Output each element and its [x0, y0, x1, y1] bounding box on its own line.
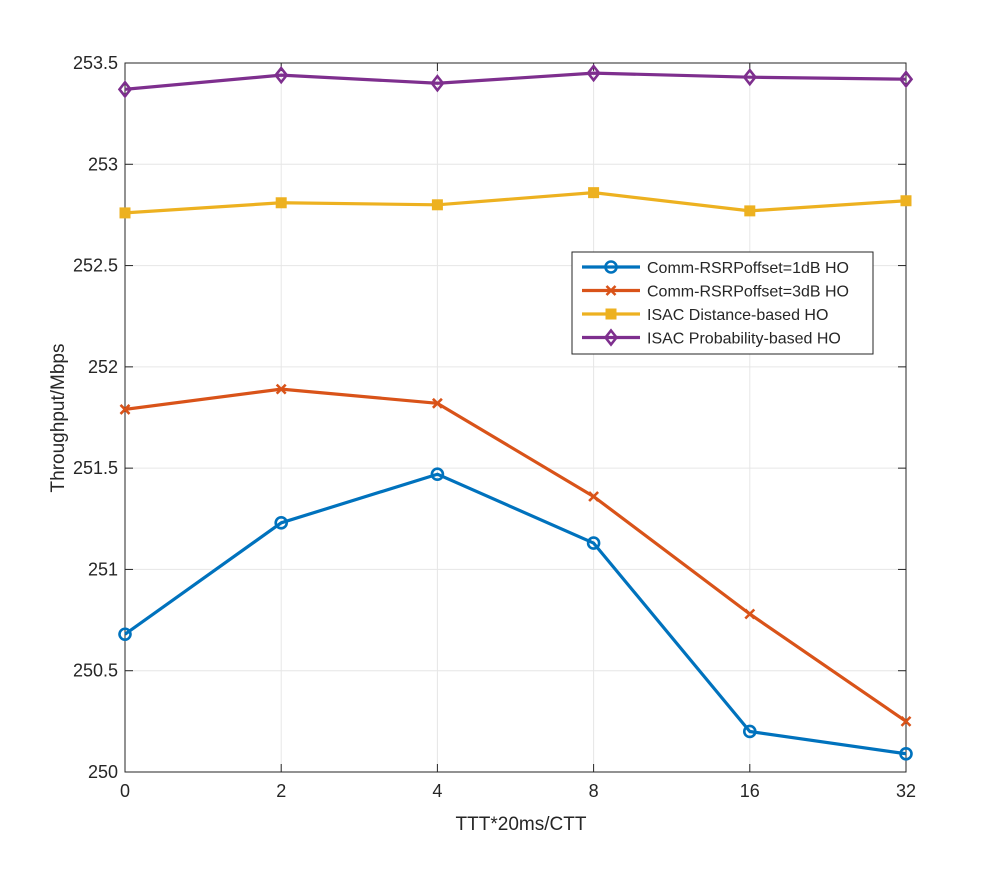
- data-point: [745, 206, 755, 216]
- y-axis-label: Throughput/Mbps: [48, 344, 69, 493]
- y-tick-label: 252: [88, 357, 118, 377]
- x-tick-label: 16: [740, 781, 760, 801]
- data-point: [432, 200, 442, 210]
- data-point: [901, 196, 911, 206]
- x-tick-label: 0: [120, 781, 130, 801]
- y-tick-label: 253.5: [73, 53, 118, 73]
- legend-label: Comm-RSRPoffset=3dB HO: [647, 284, 849, 301]
- y-tick-label: 250.5: [73, 661, 118, 681]
- legend-label: ISAC Probability-based HO: [647, 331, 841, 348]
- data-point: [589, 188, 599, 198]
- y-tick-label: 251.5: [73, 458, 118, 478]
- line-chart: 0 2 4 8 16 32 250 250.5 251 251.5 252 252.5 253 253.5…: [0, 0, 997, 865]
- legend-label: Comm-RSRPoffset=1dB HO: [647, 260, 849, 277]
- y-tick-label: 252.5: [73, 256, 118, 276]
- x-tick-label: 8: [589, 781, 599, 801]
- legend-label: ISAC Distance-based HO: [647, 307, 828, 324]
- y-tick-label: 253: [88, 154, 118, 174]
- y-tick-label: 251: [88, 559, 118, 579]
- data-point: [276, 198, 286, 208]
- legend-marker: [606, 309, 616, 319]
- x-tick-label: 2: [276, 781, 286, 801]
- data-point: [120, 208, 130, 218]
- chart-container: 0 2 4 8 16 32 250 250.5 251 251.5 252 252.5 253 253.5…: [0, 0, 997, 865]
- x-axis-label: TTT*20ms/CTT: [456, 814, 587, 835]
- y-tick-label: 250: [88, 762, 118, 782]
- x-tick-label: 32: [896, 781, 916, 801]
- x-tick-label: 4: [432, 781, 442, 801]
